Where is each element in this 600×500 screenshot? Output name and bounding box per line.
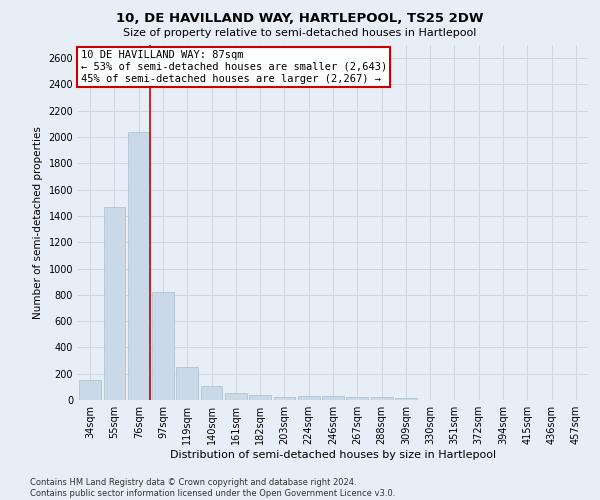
Bar — [200, 386, 223, 400]
Bar — [346, 396, 368, 400]
Text: Size of property relative to semi-detached houses in Hartlepool: Size of property relative to semi-detach… — [124, 28, 476, 38]
Bar — [128, 132, 149, 400]
Bar — [79, 380, 101, 400]
Bar — [104, 206, 125, 400]
Bar — [371, 398, 392, 400]
Bar — [395, 398, 417, 400]
X-axis label: Distribution of semi-detached houses by size in Hartlepool: Distribution of semi-detached houses by … — [170, 450, 496, 460]
Bar — [298, 396, 320, 400]
Text: Contains HM Land Registry data © Crown copyright and database right 2024.
Contai: Contains HM Land Registry data © Crown c… — [30, 478, 395, 498]
Bar — [176, 367, 198, 400]
Bar — [274, 398, 295, 400]
Text: 10, DE HAVILLAND WAY, HARTLEPOOL, TS25 2DW: 10, DE HAVILLAND WAY, HARTLEPOOL, TS25 2… — [116, 12, 484, 26]
Bar — [225, 393, 247, 400]
Y-axis label: Number of semi-detached properties: Number of semi-detached properties — [33, 126, 43, 319]
Bar — [152, 292, 174, 400]
Bar — [322, 396, 344, 400]
Bar — [249, 396, 271, 400]
Text: 10 DE HAVILLAND WAY: 87sqm
← 53% of semi-detached houses are smaller (2,643)
45%: 10 DE HAVILLAND WAY: 87sqm ← 53% of semi… — [80, 50, 387, 84]
